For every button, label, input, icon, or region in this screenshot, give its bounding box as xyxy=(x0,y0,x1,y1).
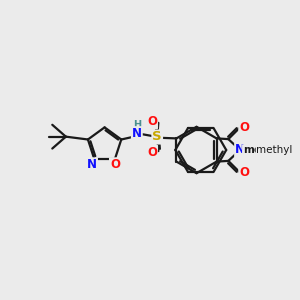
Text: N: N xyxy=(235,143,245,157)
Text: H: H xyxy=(133,120,141,130)
Text: methyl: methyl xyxy=(243,145,284,155)
Text: methyl: methyl xyxy=(262,149,267,151)
Text: S: S xyxy=(152,130,162,143)
Text: O: O xyxy=(239,121,249,134)
Text: N: N xyxy=(87,158,97,171)
Text: O: O xyxy=(110,158,120,171)
Text: O: O xyxy=(239,166,249,179)
Text: methyl: methyl xyxy=(256,145,292,155)
Text: N: N xyxy=(132,127,142,140)
Text: O: O xyxy=(147,115,157,128)
Text: O: O xyxy=(147,146,157,159)
